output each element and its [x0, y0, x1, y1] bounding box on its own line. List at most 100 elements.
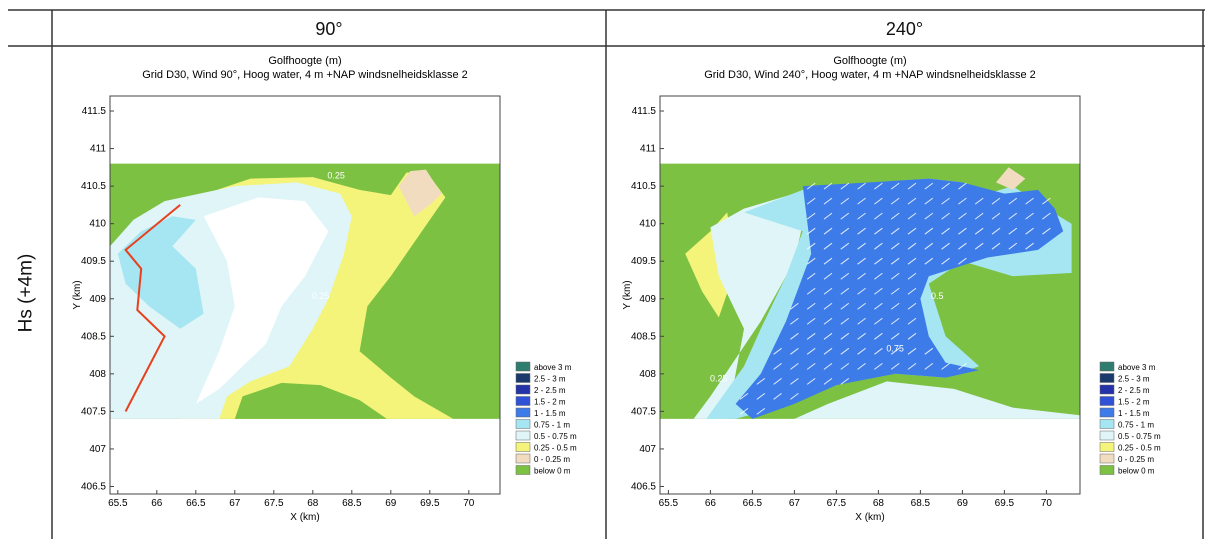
y-tick-label: 409.5	[81, 256, 106, 267]
wave-vector	[739, 407, 749, 415]
wave-vector	[1042, 197, 1051, 205]
x-tick-label: 66	[151, 498, 163, 509]
wave-vector	[857, 317, 866, 325]
wave-vector	[958, 227, 967, 235]
wave-vector	[823, 212, 833, 220]
wave-vector	[806, 257, 816, 265]
wave-vector	[874, 242, 883, 250]
wave-vector	[790, 317, 799, 325]
x-tick-label: 69.5	[995, 498, 1015, 509]
wave-vector	[857, 347, 866, 355]
legend-swatch	[515, 430, 531, 441]
x-tick-label: 65.5	[659, 498, 679, 509]
wave-vector	[840, 347, 850, 355]
wave-vector	[974, 227, 984, 235]
legend-label: 1 - 1.5 m	[1118, 409, 1150, 418]
wave-vector	[907, 332, 917, 340]
wave-vector	[874, 302, 883, 310]
wave-vector	[1008, 227, 1018, 235]
y-tick-label: 407.5	[81, 406, 106, 417]
wave-vector	[857, 182, 866, 190]
x-tick-label: 69	[957, 498, 969, 509]
wave-vector	[773, 377, 782, 385]
x-tick-label: 67.5	[827, 498, 847, 509]
wave-vector	[806, 332, 816, 340]
contour-label: 0.5	[931, 291, 944, 301]
wave-vector	[857, 272, 866, 280]
x-tick-label: 69.5	[420, 498, 440, 509]
wave-vector	[823, 287, 833, 295]
y-tick-label: 411	[90, 144, 106, 155]
region-sand-east	[962, 272, 1080, 374]
wave-vector	[890, 257, 900, 265]
wave-vector	[806, 197, 816, 205]
chart-subtitle: Grid D30, Wind 240°, Hoog water, 4 m +NA…	[704, 69, 1036, 81]
wave-vector	[806, 242, 816, 250]
legend-label: above 3 m	[534, 363, 572, 372]
x-tick-label: 66.5	[186, 498, 206, 509]
region-bank	[398, 169, 442, 217]
x-axis-label: X (km)	[855, 512, 884, 523]
wave-vector	[823, 257, 833, 265]
row-label-text: Hs (+4m)	[15, 253, 36, 332]
legend-swatch	[1099, 442, 1115, 452]
wave-vector	[1008, 242, 1018, 250]
wave-vector	[840, 227, 850, 235]
y-tick-label: 410	[89, 219, 106, 230]
chart-subtitle: Grid D30, Wind 90°, Hoog water, 4 m +NAP…	[142, 69, 468, 81]
wave-vector	[823, 347, 833, 355]
wave-vector	[840, 287, 850, 295]
y-tick-label: 408	[639, 369, 656, 380]
wave-vector	[991, 212, 1001, 220]
y-tick-label: 407	[89, 444, 106, 455]
wave-vector	[806, 302, 816, 310]
wave-vector	[907, 212, 917, 220]
wave-vector	[924, 227, 934, 235]
legend-swatch	[1099, 453, 1115, 464]
legend-swatch	[515, 419, 531, 429]
wave-vector	[790, 347, 799, 355]
x-tick-label: 67.5	[264, 498, 284, 509]
wave-vectors	[739, 182, 1051, 415]
x-tick-label: 68.5	[342, 498, 362, 509]
wave-vector	[874, 287, 883, 295]
wave-vector	[823, 317, 833, 325]
wave-vector	[958, 197, 967, 205]
wave-vector	[890, 287, 900, 295]
wave-vector	[840, 182, 850, 190]
column-header-240: 240°	[885, 18, 924, 39]
wave-vector	[840, 377, 850, 385]
wave-vector	[823, 197, 833, 205]
wave-vector	[874, 257, 883, 265]
wave-vector	[1042, 227, 1051, 235]
legend-swatch	[1099, 430, 1115, 441]
wave-vector	[773, 347, 782, 355]
legend-label: 2 - 2.5 m	[1118, 386, 1150, 395]
wave-vector	[806, 272, 816, 280]
wave-vector	[991, 242, 1001, 250]
wave-vector	[907, 182, 917, 190]
wave-vector	[941, 212, 950, 220]
x-tick-label: 66.5	[743, 498, 763, 509]
wave-vector	[907, 242, 917, 250]
legend-label: below 0 m	[1118, 467, 1155, 476]
wave-vector	[874, 197, 883, 205]
row-label: Hs (+4m)	[0, 46, 52, 539]
wave-vector	[857, 197, 866, 205]
wave-vector	[924, 347, 934, 355]
wave-vector	[756, 407, 766, 415]
wave-vector	[790, 392, 799, 400]
wave-vector	[890, 242, 900, 250]
legend-label: 0.25 - 0.5 m	[534, 444, 577, 453]
wave-vector	[941, 362, 950, 370]
wave-vector	[823, 182, 833, 190]
wave-vector	[991, 197, 1001, 205]
wave-vector	[840, 362, 850, 370]
wave-vector	[823, 332, 833, 340]
wave-vector	[974, 197, 984, 205]
x-tick-label: 69	[385, 498, 397, 509]
wave-vector	[790, 377, 799, 385]
legend-label: above 3 m	[1118, 363, 1156, 372]
contour-label: 0.75	[886, 343, 904, 353]
chart-title: Golfhoogte (m)	[833, 55, 906, 67]
